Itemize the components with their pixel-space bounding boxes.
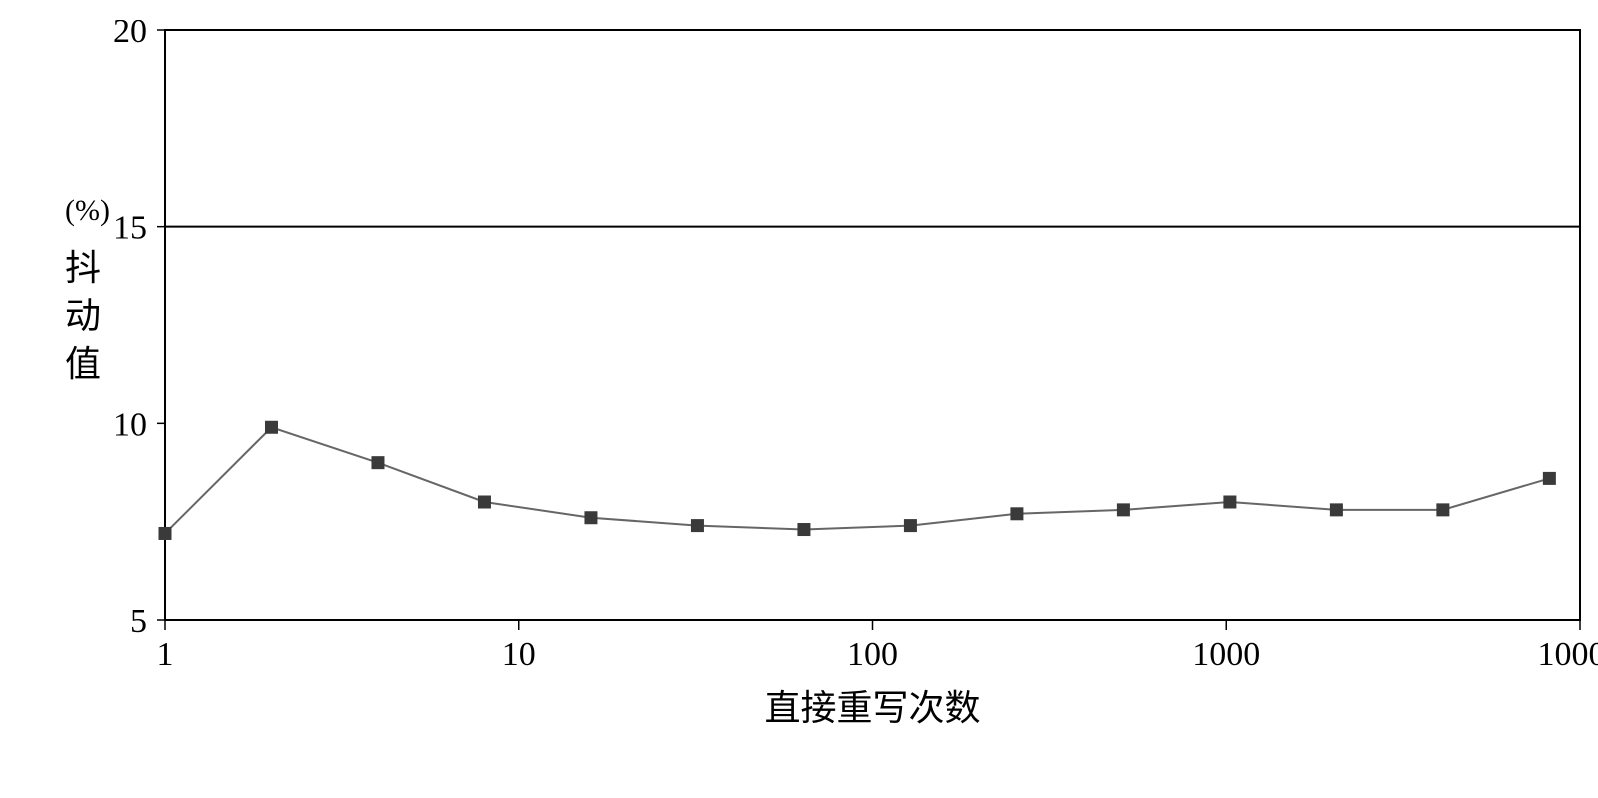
chart-svg: 5 10 15 20 1 10 100 1000 10000 (%) 抖动值直接重写次数 [20,20,1598,778]
y-axis-label-char: 抖 [65,248,101,288]
data-marker [904,520,916,532]
y-tick-label: 20 [113,20,147,50]
y-axis-unit: (%) [65,194,110,227]
plot-area [165,30,1580,620]
y-tick-label: 10 [113,406,147,443]
data-marker [1011,508,1023,520]
x-tick-label: 10 [502,636,536,673]
data-marker [585,512,597,524]
y-tick-label: 15 [113,210,147,247]
data-marker [1330,504,1342,516]
data-marker [798,524,810,536]
data-marker [1543,472,1555,484]
data-marker [1117,504,1129,516]
data-marker [1224,496,1236,508]
data-marker [159,527,171,539]
y-axis-label-char: 动 [65,296,101,336]
y-axis-label-char: 值 [65,344,101,384]
x-axis-label: 直接重写次数 [764,688,980,728]
data-marker [265,421,277,433]
data-marker [691,520,703,532]
x-tick-label: 10000 [1538,636,1598,673]
data-marker [1437,504,1449,516]
data-marker [372,457,384,469]
chart-container: 5 10 15 20 1 10 100 1000 10000 (%) 抖动值直接重写次数 [20,20,1598,778]
y-tick-label: 5 [130,603,147,640]
data-marker [478,496,490,508]
x-tick-label: 100 [847,636,898,673]
x-tick-label: 1 [157,636,174,673]
x-tick-label: 1000 [1192,636,1260,673]
